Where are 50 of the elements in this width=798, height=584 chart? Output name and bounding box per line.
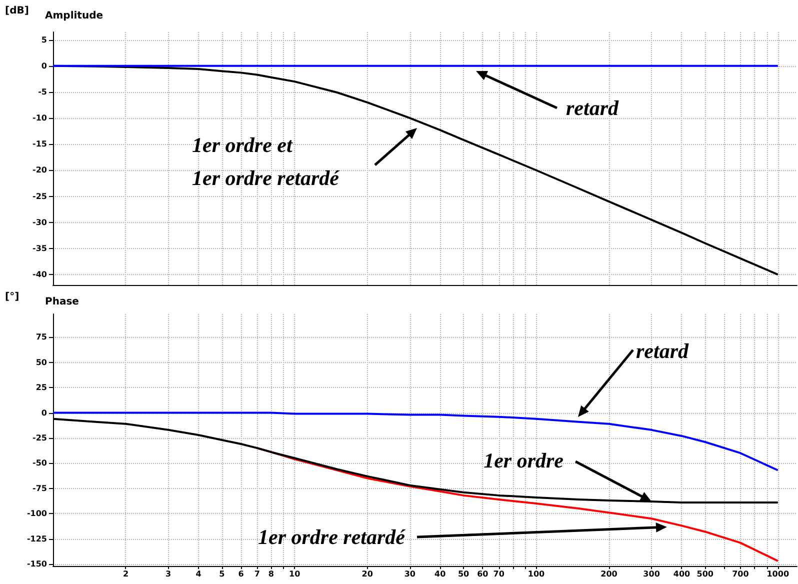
annotation: retard (636, 339, 689, 363)
x-tick-label: 20 (362, 570, 374, 578)
annotation: 1er ordre retardé (258, 525, 406, 549)
y-tick-label: -15 (32, 140, 48, 149)
y-tick-label: 0 (41, 408, 48, 418)
x-tick-label: 400 (673, 570, 690, 578)
y-tick-label: 75 (36, 332, 48, 342)
x-tick-label: 50 (458, 570, 470, 578)
x-tick-label: 300 (643, 570, 660, 578)
y-tick-label: -100 (26, 509, 48, 518)
x-tick-label: 5 (219, 570, 226, 578)
y-axis-title: [dB] (5, 6, 29, 16)
x-tick-label: 100 (528, 570, 546, 578)
x-tick-label: 6 (238, 570, 244, 578)
x-tick-label: 1000 (766, 570, 790, 578)
annotation: 1er ordre (484, 448, 564, 472)
y-tick-label: -20 (32, 166, 48, 175)
x-tick-label: 40 (434, 570, 446, 578)
chart-title: Amplitude (45, 10, 104, 22)
y-axis-title: [°] (5, 292, 20, 302)
x-tick-label: 70 (493, 570, 505, 578)
x-tick-label: 8 (268, 570, 274, 578)
y-tick-label: 50 (36, 358, 48, 367)
y-tick-label: -75 (32, 484, 48, 493)
x-tick-label: 60 (477, 570, 489, 578)
y-tick-label: -10 (32, 114, 48, 123)
y-tick-label: 5 (41, 35, 48, 44)
x-tick-label: 7 (254, 570, 260, 578)
x-tick-label: 10 (289, 570, 301, 578)
x-tick-label: 30 (404, 570, 416, 578)
annotation: retard (566, 96, 619, 120)
y-tick-label: -125 (26, 534, 48, 544)
x-tick-label: 4 (196, 570, 202, 578)
y-tick-label: -40 (32, 270, 48, 280)
y-tick-label: -30 (32, 218, 48, 227)
x-tick-label: 2 (122, 570, 129, 578)
chart-title: Phase (45, 296, 80, 308)
x-tick-label: 700 (732, 570, 750, 578)
y-tick-label: 0 (41, 61, 48, 70)
y-tick-label: 25 (36, 383, 48, 392)
annotation: 1er ordre et 1er ordre retardé (192, 133, 340, 190)
x-tick-label: 3 (165, 570, 172, 578)
y-tick-label: -25 (32, 192, 48, 201)
y-tick-label: -5 (38, 87, 48, 96)
x-tick-label: 500 (696, 570, 714, 578)
x-tick-label: 200 (600, 570, 618, 578)
y-tick-label: -50 (32, 458, 48, 468)
y-tick-label: -150 (26, 559, 48, 568)
y-tick-label: -25 (32, 433, 48, 442)
y-tick-label: -35 (32, 244, 48, 253)
